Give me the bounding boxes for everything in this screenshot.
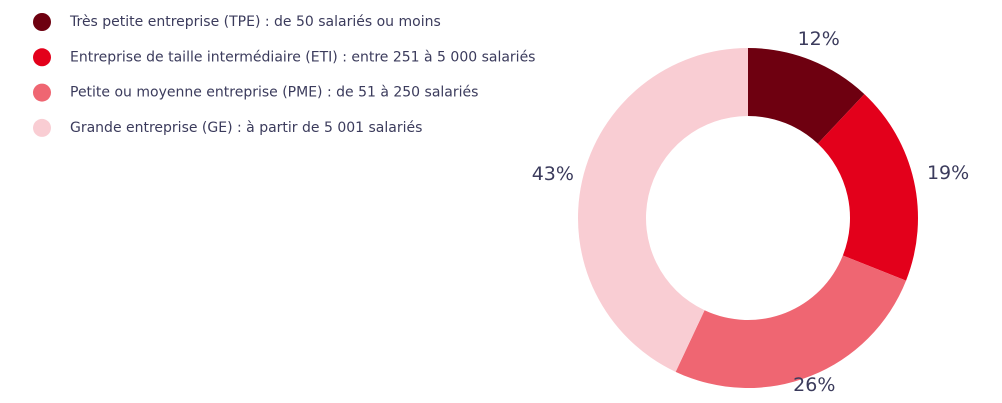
legend-swatch <box>33 48 51 67</box>
value-label: 43% <box>532 163 574 185</box>
donut-segment <box>577 48 748 372</box>
legend-swatch <box>33 83 51 102</box>
legend-label: Grande entreprise (GE) : à partir de 5 0… <box>70 120 422 136</box>
value-label: 19% <box>927 162 969 184</box>
legend-label: Petite ou moyenne entreprise (PME) : de … <box>70 85 478 101</box>
legend-swatch <box>33 118 51 137</box>
legend-label: Entreprise de taille intermédiaire (ETI)… <box>70 49 535 65</box>
donut-segment <box>675 255 907 389</box>
value-label: 12% <box>798 28 840 50</box>
donut-segment <box>817 94 918 281</box>
donut-segment <box>748 48 865 144</box>
legend-swatch <box>33 13 51 31</box>
legend-label: Très petite entreprise (TPE) : de 50 sal… <box>69 14 441 30</box>
value-label: 26% <box>793 374 835 396</box>
